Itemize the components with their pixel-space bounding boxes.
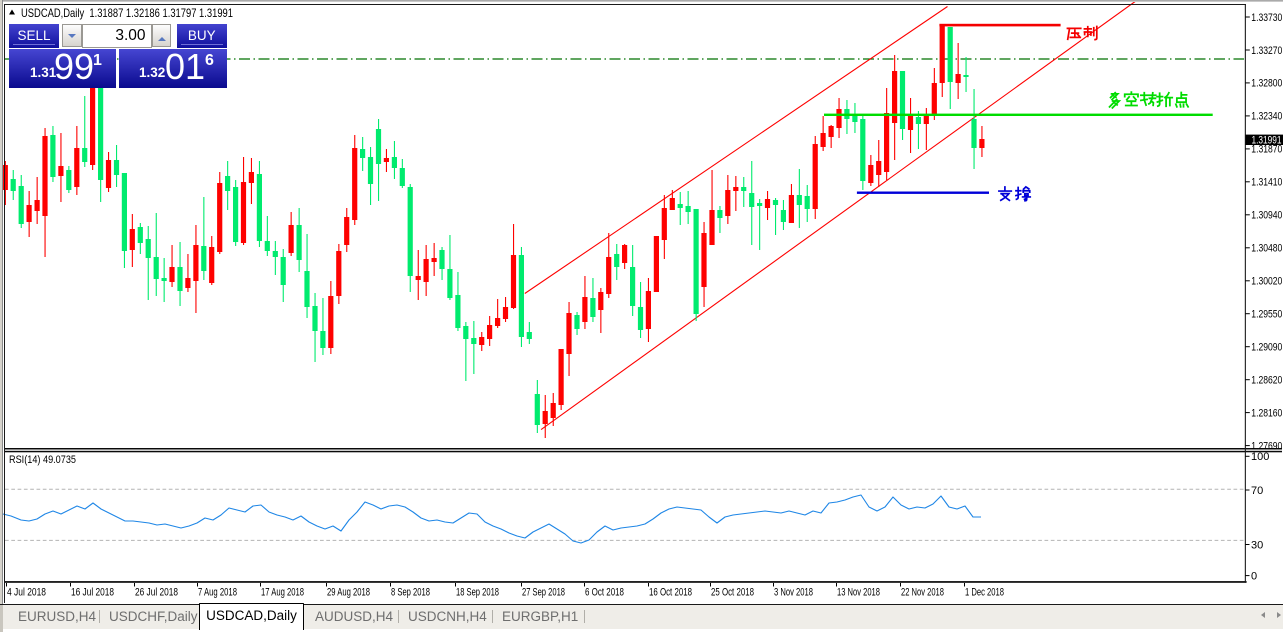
svg-text:0: 0 <box>1251 570 1257 582</box>
svg-text:18 Sep 2018: 18 Sep 2018 <box>456 587 499 599</box>
svg-text:30: 30 <box>1251 539 1263 551</box>
svg-text:100: 100 <box>1251 451 1269 463</box>
svg-text:1.30480: 1.30480 <box>1251 243 1282 255</box>
svg-text:RSI(14) 49.0735: RSI(14) 49.0735 <box>9 454 76 466</box>
svg-text:1.28160: 1.28160 <box>1251 407 1282 419</box>
svg-text:1.32800: 1.32800 <box>1251 78 1282 90</box>
svg-text:17 Aug 2018: 17 Aug 2018 <box>261 587 304 599</box>
svg-text:1 Dec 2018: 1 Dec 2018 <box>965 587 1004 599</box>
svg-text:22 Nov 2018: 22 Nov 2018 <box>901 587 944 599</box>
svg-text:1.31410: 1.31410 <box>1251 177 1282 189</box>
svg-text:13 Nov 2018: 13 Nov 2018 <box>837 587 880 599</box>
svg-text:29 Aug 2018: 29 Aug 2018 <box>327 587 370 599</box>
svg-text:1.32340: 1.32340 <box>1251 111 1282 123</box>
svg-text:1.30020: 1.30020 <box>1251 276 1282 288</box>
svg-text:1.31991: 1.31991 <box>1252 134 1282 146</box>
svg-text:70: 70 <box>1251 485 1263 497</box>
svg-text:1.28620: 1.28620 <box>1251 375 1282 387</box>
svg-text:1.33270: 1.33270 <box>1251 45 1282 57</box>
svg-text:25 Oct 2018: 25 Oct 2018 <box>711 587 754 599</box>
svg-text:8 Sep 2018: 8 Sep 2018 <box>391 587 430 599</box>
svg-text:6 Oct 2018: 6 Oct 2018 <box>585 587 624 599</box>
svg-text:1.33730: 1.33730 <box>1251 12 1282 24</box>
svg-text:4 Jul 2018: 4 Jul 2018 <box>7 587 46 599</box>
svg-text:1.29090: 1.29090 <box>1251 342 1282 354</box>
svg-text:16 Oct 2018: 16 Oct 2018 <box>649 587 692 599</box>
svg-text:26 Jul 2018: 26 Jul 2018 <box>135 587 178 599</box>
svg-text:USDCAD,Daily 1.31887 1.32186: USDCAD,Daily 1.31887 1.32186 1.31797 1.3… <box>21 6 233 20</box>
svg-text:27 Sep 2018: 27 Sep 2018 <box>522 587 565 599</box>
svg-text:1.29550: 1.29550 <box>1251 309 1282 321</box>
svg-text:1.30940: 1.30940 <box>1251 210 1282 222</box>
svg-text:3 Nov 2018: 3 Nov 2018 <box>774 587 813 599</box>
svg-text:16 Jul 2018: 16 Jul 2018 <box>71 587 114 599</box>
svg-text:7 Aug 2018: 7 Aug 2018 <box>198 587 237 599</box>
